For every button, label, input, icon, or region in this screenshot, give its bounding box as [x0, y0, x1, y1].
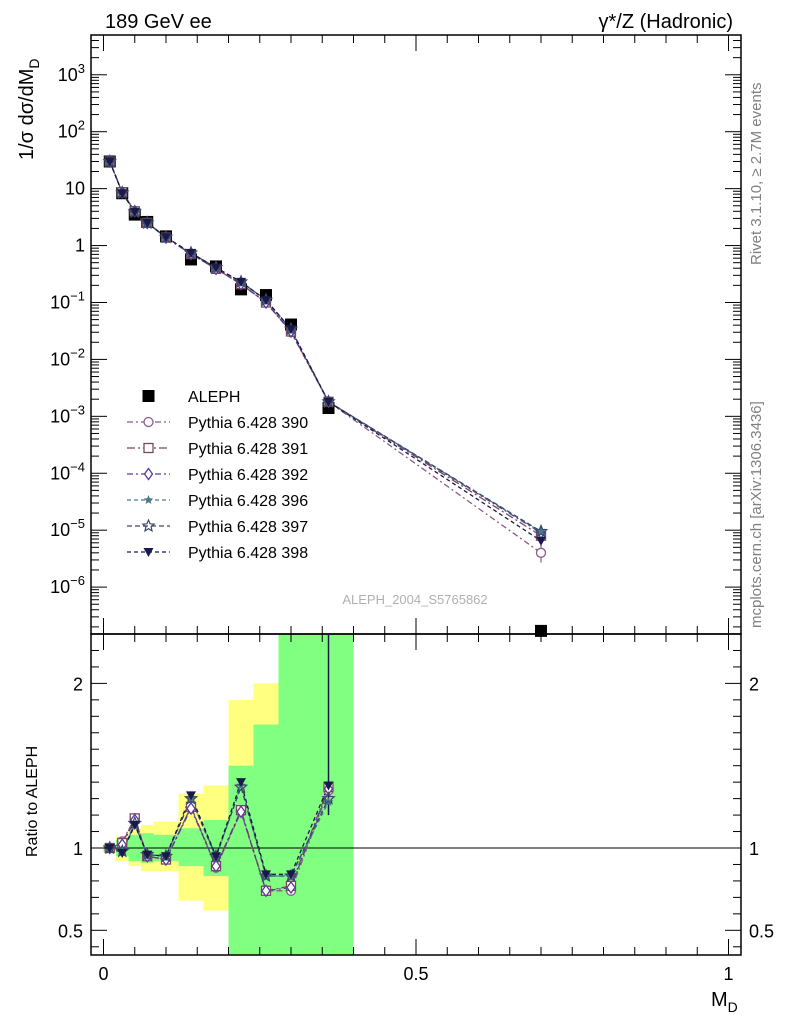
ratio-point-p398 [129, 820, 140, 830]
main-line-p392 [109, 161, 542, 534]
ratio-point-p392 [211, 859, 221, 873]
main-point-p398 [261, 296, 271, 306]
ratio-ytick-label-right: 0.5 [749, 921, 774, 941]
legend-label-p396: Pythia 6.428 396 [188, 493, 308, 510]
legend-marker-p391 [143, 442, 154, 454]
ratio-ytick-label-left: 1 [73, 839, 83, 859]
main-point-p398 [186, 249, 196, 259]
main-ytick-label: 1 [75, 236, 85, 256]
main-line-p391 [109, 161, 542, 537]
main-point-p396 [536, 527, 546, 536]
ratio-point-p392 [286, 880, 296, 895]
legend-label-p390: Pythia 6.428 390 [188, 415, 308, 432]
main-point-p398 [536, 536, 546, 546]
xtick-label: 1 [723, 964, 733, 984]
ratio-point-p398 [142, 850, 153, 860]
main-point-p398 [161, 233, 171, 243]
legend-label-p397: Pythia 6.428 397 [188, 519, 308, 536]
main-point-p398 [104, 157, 115, 167]
main-y-axis-label: 1/σ dσ/dMD [16, 58, 42, 160]
main-ytick-label: 10−2 [50, 345, 85, 369]
main-ytick-label: 10−5 [50, 516, 85, 540]
main-ytick-label: 10 [65, 179, 85, 199]
rivet-version-label: Rivet 3.1.10, ≥ 2.7M events [748, 83, 765, 266]
ratio-point-p392 [186, 801, 196, 816]
ratio-uncertainty-bands [103, 634, 354, 955]
ratio-ytick-label-left: 2 [73, 674, 83, 694]
ratio-point-p397 [321, 791, 336, 805]
main-point-p398 [323, 397, 334, 407]
ratio-point-p398 [261, 870, 271, 880]
main-point-p398 [211, 263, 221, 273]
legend-label-p392: Pythia 6.428 392 [188, 467, 308, 484]
main-point-p398 [117, 189, 128, 199]
band-inner-7 [228, 765, 254, 955]
main-point-p398 [236, 277, 246, 287]
main-line-p397 [109, 161, 542, 532]
analysis-watermark: ALEPH_2004_S5765862 [342, 592, 487, 607]
main-line-p396 [109, 161, 542, 533]
xtick-label: 0.5 [403, 964, 428, 984]
mcplots-credit-label: mcplots.cern.ch [arXiv:1306.3436] [748, 401, 765, 628]
ratio-point-p398 [323, 781, 334, 791]
main-line-p390 [109, 161, 542, 554]
ratio-point-p398 [211, 852, 221, 862]
ratio-point-p398 [161, 852, 171, 862]
main-ytick-label: 10−1 [50, 288, 85, 312]
ratio-point-p398 [186, 791, 196, 801]
ratio-line-p398 [109, 779, 330, 875]
ratio-ytick-label-left: 0.5 [58, 921, 83, 941]
series-markers [102, 153, 549, 898]
ratio-point-p398 [286, 870, 296, 880]
main-point-p398 [129, 207, 140, 217]
ratio-ytick-label-right: 1 [749, 839, 759, 859]
band-inner-5 [178, 828, 204, 867]
header-left-label: 189 GeV ee [105, 11, 212, 33]
legend-label-data: ALEPH [188, 389, 240, 406]
header-right-label: γ*/Z (Hadronic) [599, 11, 733, 33]
band-inner-8 [253, 724, 279, 955]
main-line-p398 [109, 161, 542, 542]
ratio-point-p398 [117, 848, 128, 858]
ratio-point-p392 [236, 805, 246, 819]
main-ytick-label: 10−3 [50, 402, 85, 426]
main-point-p398 [142, 218, 153, 228]
ratio-point-p397 [233, 779, 249, 794]
main-ytick-label: 103 [58, 61, 85, 85]
legend-marker-p392 [143, 467, 154, 481]
legend-label-p398: Pythia 6.428 398 [188, 545, 308, 562]
legend-marker-p396 [143, 495, 154, 504]
ratio-point-p397 [183, 791, 199, 805]
ratio-point-p398 [236, 778, 246, 788]
main-ytick-label: 10−6 [50, 573, 85, 597]
ratio-y-axis-label: Ratio to ALEPH [24, 746, 41, 857]
ratio-point-p398 [104, 844, 115, 853]
xtick-label: 0 [98, 964, 108, 984]
legend-marker-p390 [143, 416, 154, 428]
ratio-line-p397 [109, 784, 330, 877]
legend-marker-aleph [142, 390, 155, 402]
main-point-p397 [533, 523, 549, 538]
legend-label-p391: Pythia 6.428 391 [188, 441, 308, 458]
legend: ALEPH Pythia 6.428 390 Pythia 6.428 391 Pyt… [127, 389, 308, 562]
ratio-ytick-label-right: 2 [749, 674, 759, 694]
main-point-p390 [535, 547, 547, 558]
main-ytick-label: 10−4 [50, 459, 85, 483]
main-ytick-label: 102 [58, 118, 85, 142]
legend-marker-p398 [143, 548, 154, 557]
legend-marker-p397 [141, 518, 156, 533]
x-axis-label: MD [711, 989, 738, 1015]
main-point-p398 [286, 325, 296, 335]
ratio-point-p392 [261, 884, 271, 898]
band-inner-9 [278, 634, 304, 955]
